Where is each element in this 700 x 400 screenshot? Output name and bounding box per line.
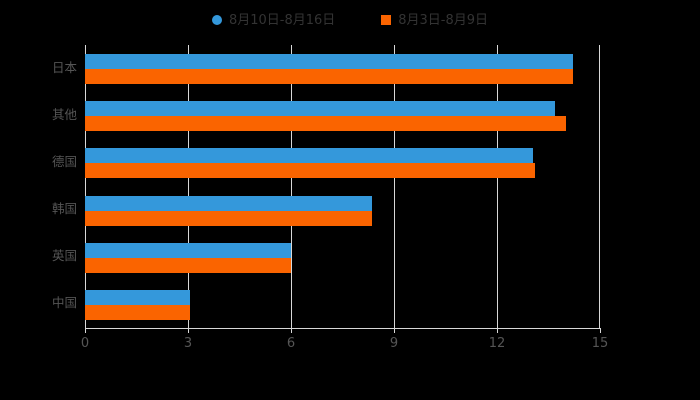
legend-item-series-b[interactable]: 8月3日-8月9日: [381, 14, 488, 27]
tick-mark-0: [85, 328, 86, 333]
bar[interactable]: [85, 195, 372, 211]
bar[interactable]: [85, 148, 534, 164]
bar[interactable]: [85, 210, 372, 226]
gridline-12: [497, 45, 498, 328]
tick-mark-12: [497, 328, 498, 333]
tick-mark-9: [394, 328, 395, 333]
bar[interactable]: [85, 69, 573, 84]
chart-legend: 8月10日-8月16日 8月3日-8月9日: [0, 8, 700, 32]
x-tick-label-15: 15: [591, 336, 609, 351]
bar[interactable]: [85, 304, 190, 320]
y-axis-label-3: 韩国: [51, 201, 77, 216]
y-axis-label-4: 英国: [51, 248, 77, 263]
gridline-15: [599, 45, 600, 328]
legend-label-series-a: 8月10日-8月16日: [228, 12, 336, 28]
x-axis-line: [85, 328, 601, 329]
gridline-0: [85, 45, 86, 328]
square-marker-icon: [381, 15, 392, 25]
tick-mark-6: [291, 328, 292, 333]
y-axis-label-5: 中国: [51, 295, 77, 310]
x-tick-label-6: 6: [286, 336, 296, 351]
tick-mark-3: [188, 328, 189, 333]
y-axis-label-0: 日本: [51, 60, 77, 75]
bar[interactable]: [85, 289, 190, 305]
circle-marker-icon: [211, 15, 222, 25]
legend-item-series-a[interactable]: 8月10日-8月16日: [211, 12, 336, 28]
legend-label-series-b: 8月3日-8月9日: [398, 12, 489, 28]
y-axis-label-1: 其他: [51, 107, 77, 122]
bar[interactable]: [85, 257, 291, 273]
gridline-3: [188, 45, 189, 328]
bar[interactable]: [85, 116, 566, 132]
gridline-6: [291, 45, 292, 328]
y-axis-label-2: 德国: [51, 154, 77, 169]
bar[interactable]: [85, 54, 573, 69]
x-tick-label-0: 0: [80, 336, 90, 351]
bar[interactable]: [85, 163, 535, 179]
bar[interactable]: [85, 242, 291, 258]
tick-mark-15: [600, 328, 601, 333]
plot-area: [85, 45, 600, 328]
gridline-9: [394, 45, 395, 328]
bar[interactable]: [85, 101, 556, 117]
y-axis-labels: 日本 其他 德国 韩国 英国 中国: [0, 45, 77, 328]
x-tick-label-12: 12: [488, 336, 506, 351]
x-tick-label-9: 9: [389, 336, 399, 351]
x-tick-label-3: 3: [183, 336, 193, 351]
